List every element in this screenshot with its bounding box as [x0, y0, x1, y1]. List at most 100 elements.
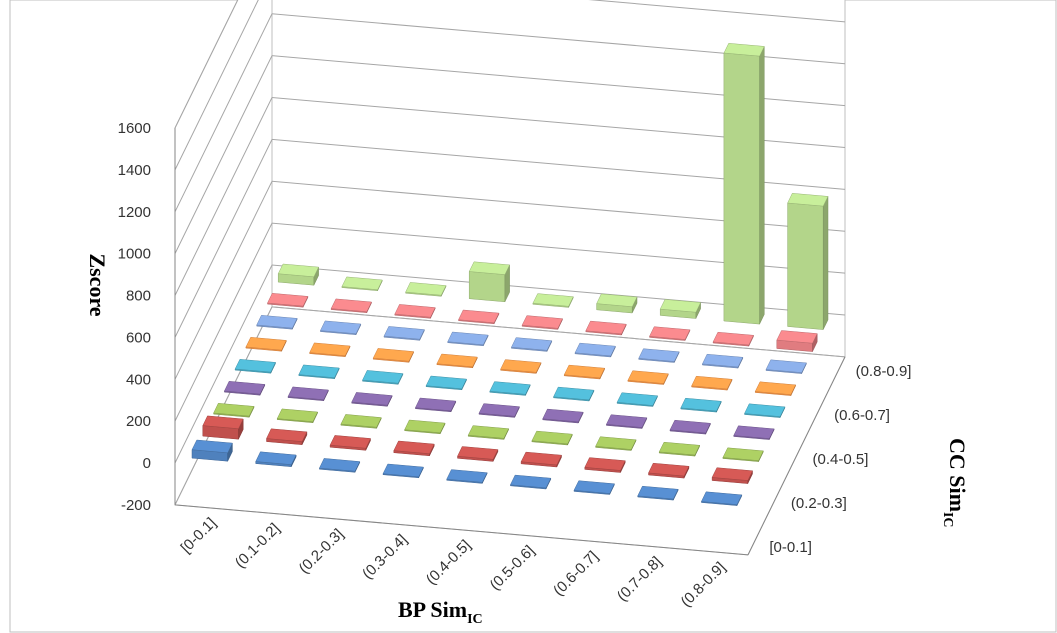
y-tick-label: [0-0.1]	[769, 539, 812, 556]
gridline	[174, 0, 846, 171]
gridlines	[174, 0, 846, 556]
bar-top	[702, 353, 744, 368]
bars	[191, 43, 829, 506]
bar-top	[606, 414, 648, 428]
bar-(0.8-0.9]-(0.3-0.4]	[733, 425, 775, 440]
bar-(0.1-0.2]-(0.7-0.8]	[330, 298, 372, 313]
bar-(0.5-0.6]-(0.8-0.9]	[596, 293, 638, 314]
bar-(0.4-0.5]-(0.3-0.4]	[478, 403, 520, 418]
bar-[0-0.1]-(0.3-0.4]	[224, 381, 266, 396]
bar-(0.1-0.2]-[0-0.1]	[255, 451, 297, 467]
z-tick-label: 0	[143, 455, 151, 472]
bar-top	[213, 403, 255, 417]
bar-top	[584, 457, 626, 471]
bar-(0.7-0.8]-(0.1-0.2]	[648, 462, 690, 479]
bar-top	[680, 397, 722, 412]
z-tick-label: 400	[126, 371, 151, 388]
bar-(0.5-0.6]-(0.3-0.4]	[542, 408, 584, 424]
bar-top	[489, 381, 531, 395]
bar-top	[447, 331, 489, 346]
gridline	[174, 306, 846, 506]
bar-front	[787, 202, 824, 330]
bar-(0.7-0.8]-(0.8-0.9]	[723, 43, 765, 325]
bar-top	[649, 326, 691, 340]
bar-(0.2-0.3]-(0.1-0.2]	[329, 435, 371, 451]
x-axis-title-main: BP Sim	[398, 597, 467, 622]
bar-top	[330, 298, 372, 312]
bar-top	[478, 403, 520, 417]
bar-top	[648, 462, 690, 477]
bar-(0.7-0.8]-(0.3-0.4]	[669, 419, 711, 435]
bar-front	[723, 52, 760, 325]
bar-top	[500, 359, 542, 373]
bar-(0.2-0.3]-(0.5-0.6]	[372, 348, 414, 363]
bar-top	[532, 293, 574, 307]
bar-(0.3-0.4]-(0.4-0.5]	[425, 375, 467, 391]
bar-(0.5-0.6]-(0.2-0.3]	[531, 430, 573, 446]
x-axis-title-sub: IC	[467, 612, 483, 627]
x-axis-title: BP SimIC	[398, 597, 483, 627]
z-tick-label: -200	[121, 497, 151, 514]
bar-(0.4-0.5]-(0.2-0.3]	[467, 425, 509, 440]
bar-top	[340, 414, 382, 428]
bar-(0.3-0.4]-(0.7-0.8]	[458, 309, 500, 325]
bar-(0.6-0.7]-(0.7-0.8]	[649, 326, 691, 341]
bar-side	[759, 46, 765, 325]
bar-[0-0.1]-(0.1-0.2]	[202, 415, 244, 440]
bar-(0.2-0.3]-(0.8-0.9]	[405, 282, 447, 297]
bar-(0.5-0.6]-(0.4-0.5]	[553, 386, 595, 402]
bar-(0.8-0.9]-[0-0.1]	[701, 491, 743, 506]
bar-top	[521, 315, 563, 329]
bar-[0-0.1]-(0.8-0.9]	[277, 263, 319, 286]
y-axis-title-sub: IC	[940, 512, 955, 528]
bar-(0.6-0.7]-(0.8-0.9]	[659, 299, 701, 319]
z-tick-label: 600	[126, 329, 151, 346]
bar-(0.7-0.8]-(0.2-0.3]	[658, 441, 700, 457]
gridline	[174, 264, 846, 464]
bar-top	[627, 370, 669, 384]
bar-top	[202, 415, 244, 429]
bar-top	[256, 315, 298, 329]
bar-(0.3-0.4]-[0-0.1]	[382, 463, 424, 479]
bar-top	[446, 469, 488, 483]
gridline	[174, 0, 239, 129]
bar-(0.5-0.6]-(0.1-0.2]	[520, 451, 562, 468]
bar-top	[691, 375, 733, 390]
bar-top	[744, 403, 786, 417]
bar-(0.3-0.4]-(0.5-0.6]	[436, 353, 478, 369]
bar-top	[510, 474, 552, 489]
bar-[0-0.1]-(0.6-0.7]	[256, 315, 298, 330]
bar-top	[574, 342, 616, 357]
bar-(0.5-0.6]-(0.7-0.8]	[585, 320, 627, 336]
bar-top	[542, 408, 584, 423]
bar-top	[245, 337, 287, 351]
bar-top	[383, 326, 425, 340]
bar-side	[822, 196, 829, 330]
bar-(0.2-0.3]-(0.7-0.8]	[394, 304, 436, 319]
bar-top	[191, 439, 233, 454]
bar-(0.5-0.6]-(0.6-0.7]	[574, 342, 616, 358]
bar-[0-0.1]-(0.2-0.3]	[213, 403, 255, 418]
bar-top	[255, 451, 297, 465]
bar-(0.3-0.4]-(0.2-0.3]	[404, 419, 446, 435]
bar-(0.2-0.3]-(0.2-0.3]	[340, 414, 382, 429]
z-tick-label: 1200	[118, 204, 151, 221]
bar-top	[329, 435, 371, 449]
bar-top	[425, 375, 467, 390]
gridline	[174, 55, 846, 254]
bar-top	[266, 428, 308, 442]
gridline	[174, 180, 846, 380]
z-tick-label: 800	[126, 288, 151, 305]
y-axis-line	[747, 356, 846, 556]
bar-top	[276, 408, 318, 422]
bar-top	[341, 276, 383, 290]
z-axis-title: Zscore	[85, 253, 110, 316]
bar-(0.6-0.7]-[0-0.1]	[573, 480, 615, 495]
bar-top	[637, 485, 679, 500]
bar-top	[404, 419, 446, 434]
bar-top	[722, 447, 764, 461]
bar-(0.8-0.9]-(0.2-0.3]	[722, 447, 764, 462]
bar-top	[234, 359, 276, 373]
bar-top	[776, 330, 818, 344]
bar-top	[394, 304, 436, 318]
